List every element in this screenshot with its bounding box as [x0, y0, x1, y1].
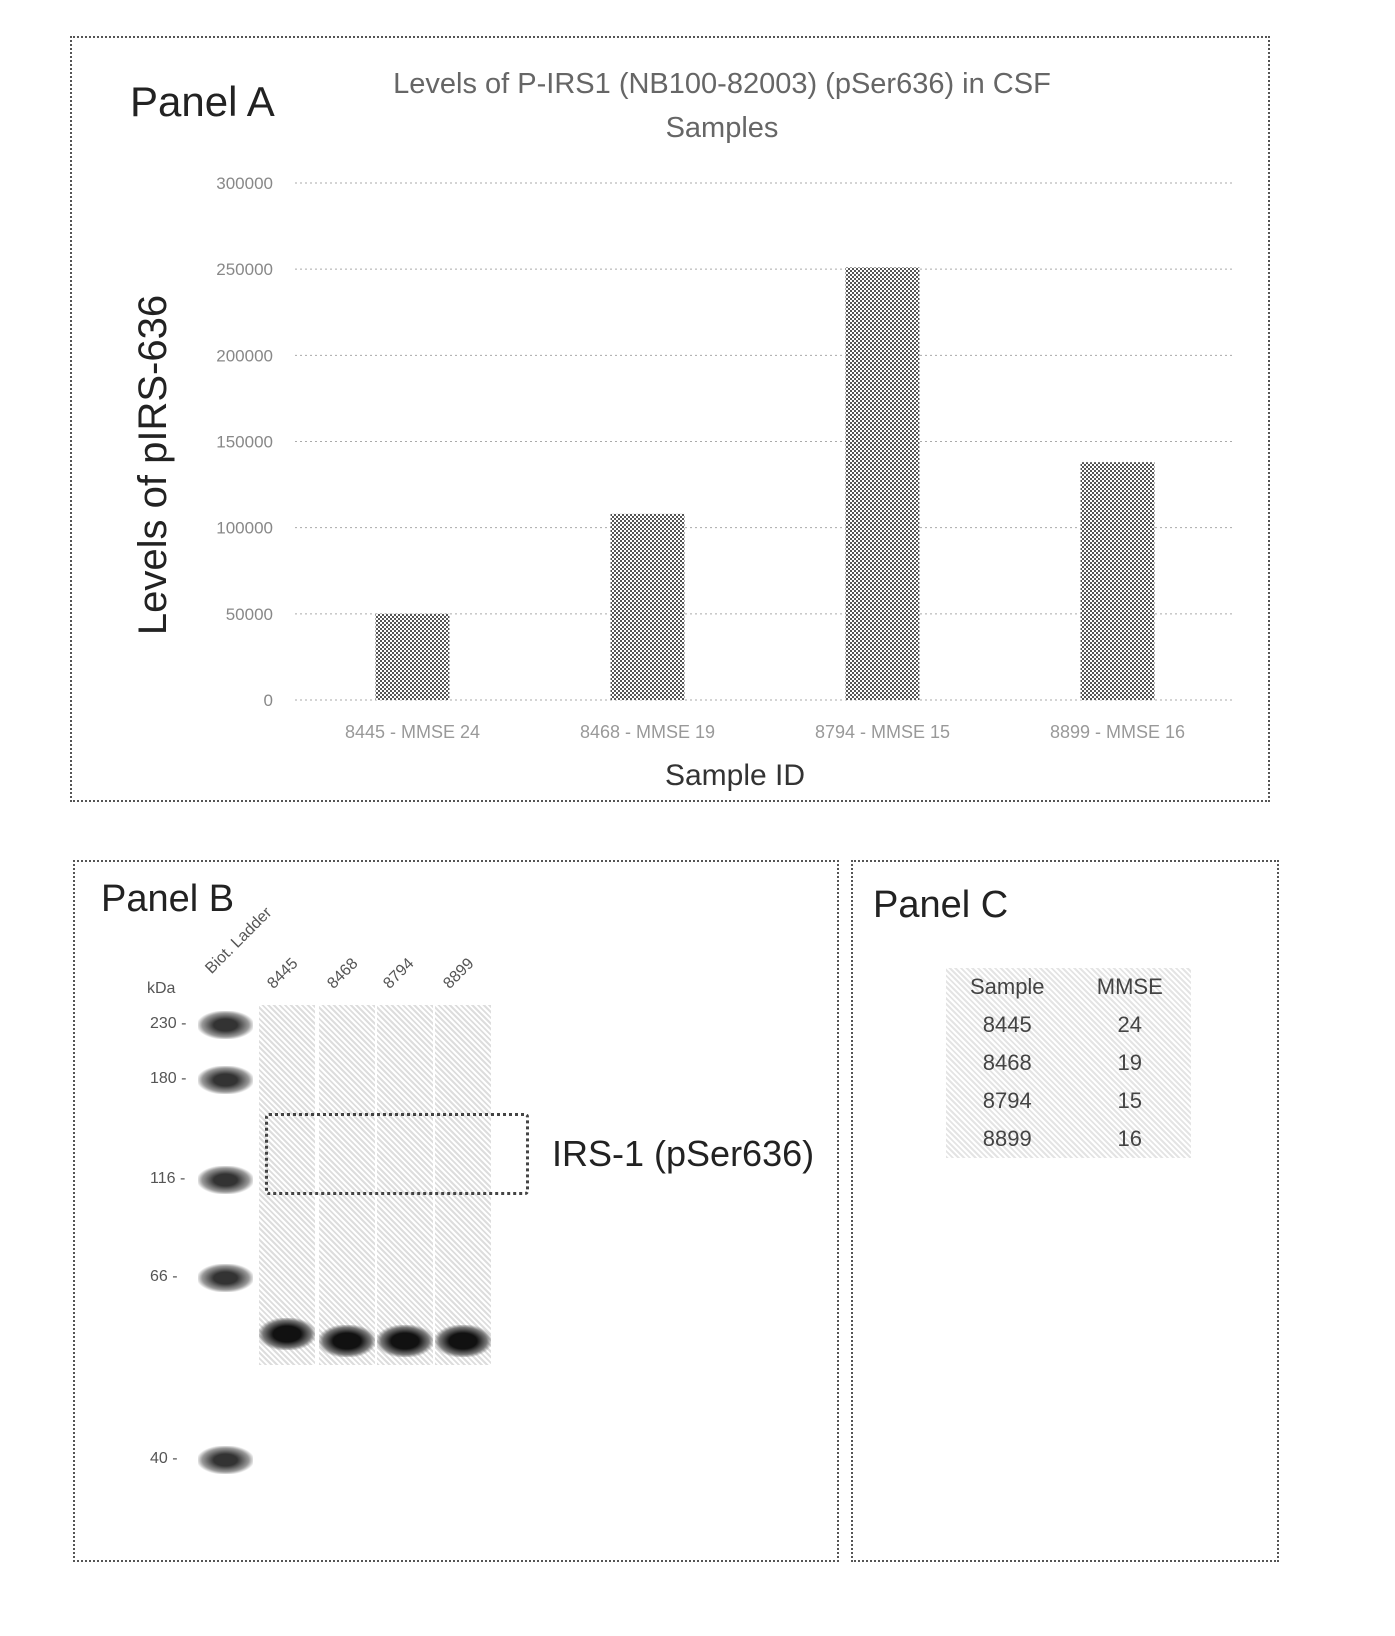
protein-band — [319, 1325, 375, 1357]
mmse-table: SampleMMSE 844524 846819 879415 889916 — [946, 968, 1191, 1158]
y-tick-label: 250000 — [216, 260, 273, 279]
x-tick-label: 8445 - MMSE 24 — [345, 722, 480, 742]
y-tick-label: 150000 — [216, 433, 273, 452]
marker-label: 180 - — [150, 1070, 186, 1088]
table-row: 879415 — [946, 1082, 1191, 1120]
marker-label: 40 - — [150, 1450, 178, 1468]
ladder-band — [198, 1446, 253, 1474]
protein-band — [259, 1318, 315, 1350]
table-header: SampleMMSE — [946, 968, 1191, 1006]
x-tick-label: 8468 - MMSE 19 — [580, 722, 715, 742]
x-tick-label: 8899 - MMSE 16 — [1050, 722, 1185, 742]
ladder-band — [198, 1264, 253, 1292]
y-tick-label: 300000 — [216, 174, 273, 193]
table-row: 844524 — [946, 1006, 1191, 1044]
bar — [846, 267, 920, 700]
chart-title: Levels of P-IRS1 (NB100-82003) (pSer636)… — [393, 68, 1051, 144]
irs1-highlight-box — [265, 1113, 529, 1195]
ladder-band — [198, 1166, 253, 1194]
marker-label: 66 - — [150, 1268, 178, 1286]
y-tick-label: 200000 — [216, 346, 273, 365]
panel-b-label: Panel B — [101, 878, 234, 921]
table-row: 846819 — [946, 1044, 1191, 1082]
y-axis-label: Levels of pIRS-636 — [131, 295, 175, 635]
y-tick-label: 0 — [264, 691, 273, 710]
bar — [1081, 462, 1155, 700]
x-tick-label: 8794 - MMSE 15 — [815, 722, 950, 742]
panel-c-label: Panel C — [873, 884, 1008, 927]
bar-chart: 0 50000 100000 150000 200000 250000 300000 8445… — [0, 0, 1395, 810]
table-row: 889916 — [946, 1120, 1191, 1158]
marker-label: 116 - — [150, 1170, 185, 1188]
protein-band — [435, 1325, 491, 1357]
ladder-band — [198, 1011, 253, 1039]
x-axis-label: Sample ID — [665, 759, 805, 792]
marker-label: 230 - — [150, 1015, 186, 1033]
panel-c: Panel C — [851, 860, 1279, 1562]
y-tick-label: 100000 — [216, 519, 273, 538]
y-tick-label: 50000 — [226, 605, 273, 624]
irs1-label: IRS-1 (pSer636) — [552, 1133, 814, 1175]
bar — [611, 514, 685, 700]
bar — [376, 614, 450, 700]
protein-band — [377, 1325, 433, 1357]
kda-label: kDa — [147, 980, 175, 998]
ladder-band — [198, 1066, 253, 1094]
